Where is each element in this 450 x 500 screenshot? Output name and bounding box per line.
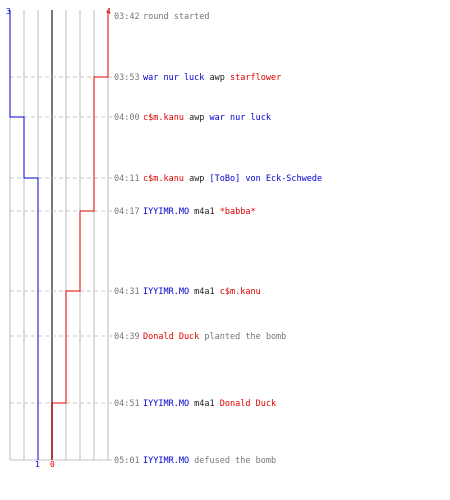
team-a-start-count: 3 xyxy=(6,7,11,16)
team-a-end-count: 1 xyxy=(35,460,40,469)
team-a-player: IYYIMR.MO xyxy=(143,287,189,297)
event-message: IYYIMR.MO m4a1 Donald Duck xyxy=(143,399,276,409)
team-b-player: starflower xyxy=(230,73,281,83)
team-b-start-count: 4 xyxy=(106,7,111,16)
event-row: 04:31 IYYIMR.MO m4a1 c$m.kanu xyxy=(114,287,261,297)
team-b-end-count: 0 xyxy=(50,460,55,469)
event-row: 03:53 war nur luck awp starflower xyxy=(114,73,281,83)
team-a-player: IYYIMR.MO xyxy=(143,399,189,409)
event-text: defused the bomb xyxy=(189,456,276,466)
event-message: Donald Duck planted the bomb xyxy=(143,332,286,342)
event-text: awp xyxy=(184,113,210,123)
event-time: 03:53 xyxy=(114,73,140,83)
event-row: 04:11 c$m.kanu awp [ToBo] von Eck-Schwede xyxy=(114,174,322,184)
event-text: awp xyxy=(184,174,210,184)
team-a-player: war nur luck xyxy=(143,73,204,83)
event-row: 05:01 IYYIMR.MO defused the bomb xyxy=(114,456,276,466)
event-text: m4a1 xyxy=(189,207,220,217)
team-b-player: Donald Duck xyxy=(220,399,276,409)
team-b-player: c$m.kanu xyxy=(143,174,184,184)
event-row: 03:42 round started xyxy=(114,12,210,22)
event-time: 04:00 xyxy=(114,113,140,123)
event-text: awp xyxy=(204,73,230,83)
event-message: c$m.kanu awp [ToBo] von Eck-Schwede xyxy=(143,174,322,184)
event-message: c$m.kanu awp war nur luck xyxy=(143,113,271,123)
event-row: 04:00 c$m.kanu awp war nur luck xyxy=(114,113,271,123)
player-count-traces xyxy=(9,10,109,460)
event-time: 04:11 xyxy=(114,174,140,184)
team-b-player: *babba* xyxy=(220,207,256,217)
team-b-player: c$m.kanu xyxy=(143,113,184,123)
team-a-player: IYYIMR.MO xyxy=(143,456,189,466)
event-row: 04:17 IYYIMR.MO m4a1 *babba* xyxy=(114,207,256,217)
event-time: 05:01 xyxy=(114,456,140,466)
event-text: m4a1 xyxy=(189,399,220,409)
event-time: 03:42 xyxy=(114,12,140,22)
team-b-alive-trace xyxy=(51,10,109,460)
event-message: IYYIMR.MO defused the bomb xyxy=(143,456,276,466)
event-log: 03:42 round started 03:53 war nur luck awp … xyxy=(114,12,322,466)
event-message: IYYIMR.MO m4a1 *babba* xyxy=(143,207,256,217)
team-b-player: c$m.kanu xyxy=(220,287,261,297)
event-message: war nur luck awp starflower xyxy=(143,73,281,83)
team-a-player: [ToBo] von Eck-Schwede xyxy=(210,174,323,184)
team-b-player: Donald Duck xyxy=(143,332,199,342)
team-counts: 3 4 1 0 xyxy=(6,7,111,469)
event-row: 04:39 Donald Duck planted the bomb xyxy=(114,332,286,342)
event-text: m4a1 xyxy=(189,287,220,297)
team-a-alive-trace xyxy=(9,10,39,460)
event-text: planted the bomb xyxy=(199,332,286,342)
event-time: 04:51 xyxy=(114,399,140,409)
event-time: 04:31 xyxy=(114,287,140,297)
event-message: round started xyxy=(143,12,210,22)
team-a-player: IYYIMR.MO xyxy=(143,207,189,217)
event-text: round started xyxy=(143,12,210,22)
team-a-player: war nur luck xyxy=(210,113,271,123)
event-message: IYYIMR.MO m4a1 c$m.kanu xyxy=(143,287,261,297)
event-time: 04:39 xyxy=(114,332,140,342)
event-time: 04:17 xyxy=(114,207,140,217)
event-row: 04:51 IYYIMR.MO m4a1 Donald Duck xyxy=(114,399,276,409)
